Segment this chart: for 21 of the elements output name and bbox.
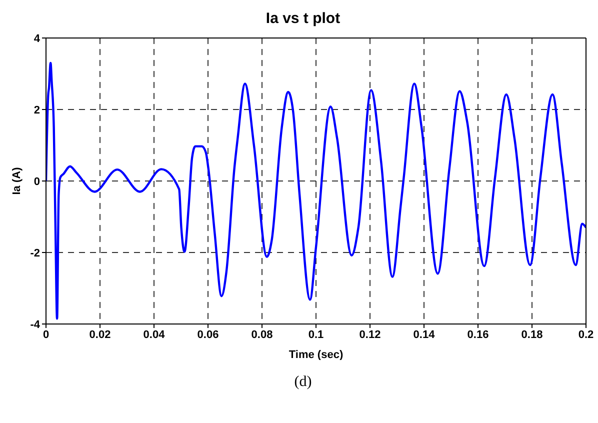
y-axis-title: Ia (A) <box>10 166 23 195</box>
x-tick-label: 0 <box>42 328 50 341</box>
text: (d) <box>293 374 313 391</box>
x-tick-label: 0.02 <box>89 328 111 341</box>
x-tick-label: 0.04 <box>143 328 166 341</box>
x-tick-label: 0.12 <box>359 328 381 341</box>
x-axis-title: Time (sec) <box>288 349 344 361</box>
y-tick-label: -2 <box>30 247 40 260</box>
x-tick-label: 0.1 <box>308 328 324 341</box>
y-tick-label: 4 <box>34 32 41 45</box>
y-tick-label: -4 <box>30 318 41 331</box>
x-tick-label: 0.16 <box>467 328 489 341</box>
x-tick-label: 0.14 <box>413 328 436 341</box>
line-series <box>46 62 586 320</box>
chart-title: Ia vs t plot <box>264 9 342 29</box>
x-tick-label: 0.06 <box>197 328 219 341</box>
y-tick-label: 2 <box>34 104 40 116</box>
x-tick-label: 0.2 <box>578 328 594 341</box>
y-tick-label: 0 <box>34 176 40 188</box>
x-tick-label: 0.18 <box>521 328 543 341</box>
x-tick-label: 0.08 <box>251 328 273 341</box>
